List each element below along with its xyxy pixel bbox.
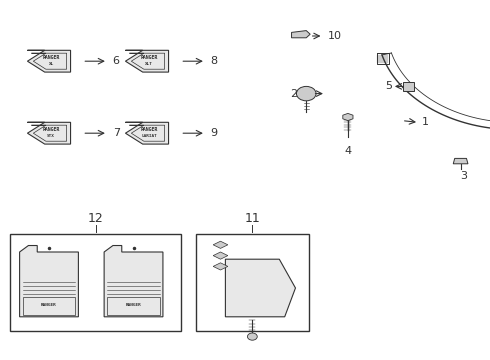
Polygon shape [27, 50, 71, 72]
Text: 9: 9 [211, 128, 218, 138]
Text: 6: 6 [113, 56, 120, 66]
Text: RANGER: RANGER [43, 127, 60, 132]
Text: LARIAT: LARIAT [141, 135, 157, 139]
Bar [196, 234, 309, 331]
Text: XLT: XLT [145, 63, 153, 67]
Text: 10: 10 [328, 31, 343, 41]
Text: STX: STX [47, 135, 55, 139]
Polygon shape [343, 113, 353, 121]
Text: 5: 5 [385, 81, 392, 91]
Text: 3: 3 [461, 171, 467, 181]
Text: 1: 1 [421, 117, 428, 127]
Bar [23, 297, 75, 315]
FancyBboxPatch shape [403, 82, 414, 91]
Text: 7: 7 [113, 128, 120, 138]
Polygon shape [292, 31, 310, 38]
Text: 11: 11 [245, 212, 260, 225]
Circle shape [296, 86, 316, 101]
Polygon shape [377, 55, 387, 62]
Polygon shape [225, 259, 295, 317]
Text: 12: 12 [88, 212, 103, 225]
Text: RANGER: RANGER [125, 303, 142, 307]
Text: RANGER: RANGER [41, 303, 57, 307]
Polygon shape [125, 50, 169, 72]
Circle shape [247, 333, 257, 340]
Polygon shape [213, 241, 228, 248]
Polygon shape [104, 246, 163, 317]
Text: RANGER: RANGER [43, 55, 60, 60]
Text: XL: XL [49, 63, 54, 67]
Text: 4: 4 [344, 146, 351, 156]
Text: RANGER: RANGER [141, 55, 158, 60]
Text: 8: 8 [211, 56, 218, 66]
Polygon shape [20, 246, 78, 317]
Bar [10, 234, 181, 331]
Polygon shape [453, 158, 468, 164]
Polygon shape [213, 263, 228, 270]
Polygon shape [27, 122, 71, 144]
Polygon shape [125, 122, 169, 144]
Polygon shape [213, 252, 228, 259]
Bar [107, 297, 160, 315]
Text: 2: 2 [290, 89, 297, 99]
Text: RANGER: RANGER [141, 127, 158, 132]
